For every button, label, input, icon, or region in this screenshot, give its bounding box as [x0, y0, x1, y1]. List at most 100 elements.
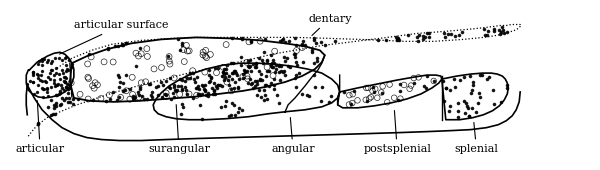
Point: [49, 113, 58, 116]
Point: [268, 66, 277, 69]
Point: [309, 39, 319, 42]
Point: [445, 104, 455, 107]
Point: [409, 82, 419, 84]
Point: [160, 93, 170, 95]
Point: [239, 69, 248, 72]
Point: [311, 41, 321, 44]
Point: [419, 85, 428, 88]
Point: [28, 74, 38, 77]
Point: [453, 101, 463, 104]
Point: [227, 77, 237, 80]
Point: [262, 75, 271, 77]
Point: [35, 60, 44, 63]
Point: [223, 79, 232, 81]
Point: [34, 84, 43, 86]
Point: [206, 75, 215, 78]
Point: [200, 83, 210, 86]
Point: [121, 41, 131, 44]
Point: [251, 85, 260, 88]
Point: [269, 77, 278, 80]
Point: [466, 91, 476, 94]
Point: [266, 65, 276, 68]
Point: [215, 83, 225, 86]
Point: [178, 88, 187, 90]
Point: [205, 80, 215, 83]
Point: [203, 95, 213, 97]
Point: [275, 79, 284, 82]
Point: [376, 91, 386, 94]
Point: [450, 86, 460, 89]
Point: [179, 48, 188, 51]
Point: [178, 41, 187, 44]
Point: [256, 78, 265, 81]
Text: angular: angular: [271, 117, 315, 155]
Point: [59, 88, 69, 91]
Point: [269, 61, 279, 64]
Point: [54, 57, 64, 60]
Point: [238, 72, 247, 75]
Point: [346, 102, 356, 105]
Point: [394, 99, 403, 102]
Point: [96, 97, 106, 100]
Point: [163, 55, 173, 58]
Point: [128, 97, 138, 100]
Point: [479, 27, 489, 30]
Point: [317, 41, 326, 44]
Point: [128, 93, 137, 96]
Point: [157, 81, 166, 83]
Point: [250, 80, 260, 82]
Point: [461, 101, 471, 104]
Point: [51, 104, 61, 107]
Point: [399, 84, 409, 86]
Point: [227, 89, 236, 92]
Point: [231, 72, 241, 74]
Point: [164, 86, 173, 89]
Point: [480, 34, 490, 37]
Point: [464, 115, 473, 118]
Point: [422, 75, 432, 78]
Point: [409, 77, 419, 79]
Point: [395, 83, 404, 86]
Point: [445, 109, 454, 112]
Point: [177, 78, 187, 81]
Point: [370, 91, 379, 94]
Point: [64, 59, 74, 62]
Point: [198, 54, 208, 56]
Point: [292, 49, 301, 52]
Point: [217, 84, 227, 87]
Point: [50, 84, 60, 87]
Point: [255, 78, 265, 81]
Point: [192, 75, 202, 78]
Point: [271, 63, 281, 66]
Point: [395, 38, 404, 41]
Point: [455, 79, 464, 82]
Point: [424, 32, 433, 35]
Point: [206, 77, 215, 80]
Point: [412, 35, 421, 38]
Point: [120, 89, 130, 91]
Point: [182, 93, 192, 95]
Point: [210, 93, 220, 95]
Point: [310, 74, 319, 76]
Point: [112, 99, 122, 101]
Point: [164, 60, 174, 62]
Point: [199, 84, 208, 87]
Point: [171, 90, 181, 93]
Point: [474, 92, 484, 94]
Point: [264, 85, 274, 87]
Point: [103, 48, 112, 50]
Point: [51, 94, 61, 96]
Point: [161, 92, 171, 94]
Point: [286, 66, 295, 68]
Point: [284, 40, 294, 43]
Text: articular: articular: [16, 101, 65, 155]
Point: [422, 32, 431, 35]
Point: [298, 40, 308, 43]
Point: [252, 93, 262, 96]
Point: [53, 82, 63, 85]
Point: [245, 64, 254, 67]
Point: [307, 51, 317, 54]
Point: [229, 87, 239, 89]
Point: [85, 52, 94, 55]
Point: [64, 86, 73, 89]
